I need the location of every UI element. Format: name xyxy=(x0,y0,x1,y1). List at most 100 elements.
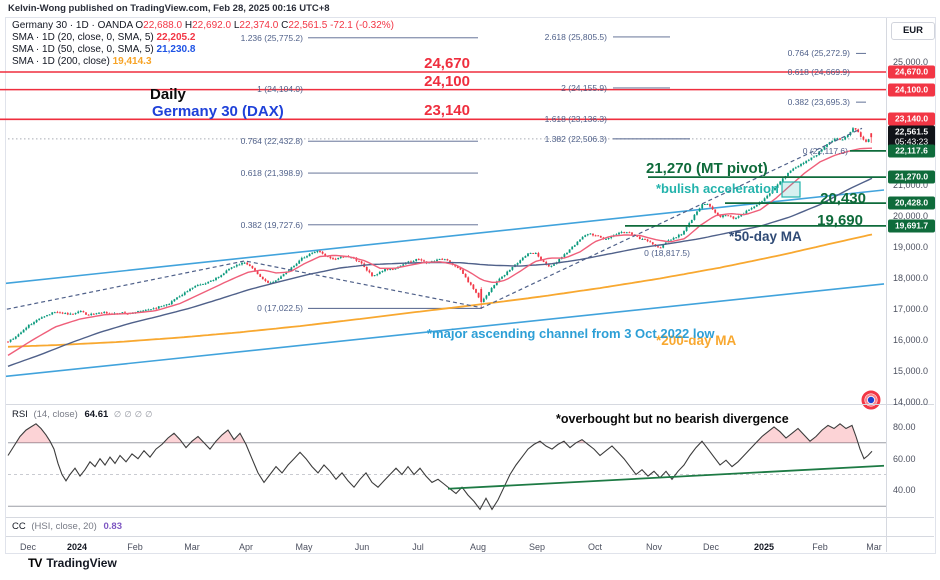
candle-body xyxy=(298,260,301,264)
price-tick: 19,000.0 xyxy=(893,242,929,253)
candle-body xyxy=(183,292,186,295)
candle-body xyxy=(410,261,412,263)
candle-body xyxy=(441,258,444,260)
cc-params: (HSI, close, 20) xyxy=(31,521,97,532)
time-tick: Dec xyxy=(19,542,37,552)
rsi-action-icon[interactable]: ∅ xyxy=(113,409,122,419)
candle-body xyxy=(477,292,480,298)
candle-body xyxy=(638,236,641,240)
candle-body xyxy=(675,237,678,239)
candle-body xyxy=(277,278,280,281)
candle-body xyxy=(511,266,514,270)
price-tick: 15,000.0 xyxy=(893,365,929,376)
price-tick: 25,000.0 xyxy=(893,56,929,67)
candle-body xyxy=(854,128,857,130)
candle-body xyxy=(672,237,675,240)
candle-body xyxy=(217,276,220,278)
time-tick: Jun xyxy=(354,542,370,552)
time-tick: 2024 xyxy=(66,542,88,552)
candle-body xyxy=(870,133,873,138)
sma200-label: SMA · 1D (200, close) xyxy=(12,56,110,67)
sma50-legend[interactable]: SMA · 1D (50, close, 0, SMA, 5) 21,230.8 xyxy=(12,44,195,55)
candle-body xyxy=(220,275,223,277)
candle-body xyxy=(225,270,228,274)
candle-body xyxy=(339,256,342,258)
time-tick: Mar xyxy=(866,542,882,552)
time-tick: Jul xyxy=(412,542,424,552)
target-icon xyxy=(861,390,881,410)
candle-body xyxy=(209,280,212,282)
tradingview-logo[interactable]: TV TradingView xyxy=(28,556,117,570)
price-badge: 24,670.0 xyxy=(888,65,935,79)
candle-body xyxy=(631,232,633,235)
time-tick: Mar xyxy=(184,542,200,552)
sma200-value: 19,414.3 xyxy=(112,56,152,67)
candle-body xyxy=(732,216,735,219)
candle-body xyxy=(729,215,732,217)
sma200-legend[interactable]: SMA · 1D (200, close) 19,414.3 xyxy=(12,56,152,67)
dax-label: Germany 30 (DAX) xyxy=(152,103,284,120)
candle-body xyxy=(831,140,834,143)
rsi-action-icon[interactable]: ∅ xyxy=(134,409,143,419)
candle-body xyxy=(852,128,854,132)
candle-body xyxy=(706,203,709,205)
candle-body xyxy=(40,317,43,319)
candle-body xyxy=(264,279,267,281)
rsi-note: *overbought but no bearish divergence xyxy=(556,412,789,426)
candle-body xyxy=(103,311,106,313)
open-letter: O xyxy=(135,20,144,31)
candle-body xyxy=(173,299,176,302)
time-tick: Oct xyxy=(587,542,603,552)
symbol-legend[interactable]: Germany 30 · 1D · OANDA O22,688.0 H22,69… xyxy=(12,20,394,31)
candle-body xyxy=(571,246,574,250)
candle-body xyxy=(282,274,285,277)
price-badge: 19,691.7 xyxy=(888,219,935,233)
support-label: 20,430 xyxy=(820,190,866,208)
channel-note: *major ascending channel from 3 Oct 2022… xyxy=(427,326,715,341)
candle-body xyxy=(826,144,828,147)
candle-body xyxy=(186,291,189,293)
candle-body xyxy=(753,206,756,209)
candle-body xyxy=(360,261,363,264)
rsi-legend[interactable]: RSI (14, close) 64.61 ∅ ∅ ∅ ∅ xyxy=(12,409,153,420)
candle-body xyxy=(233,266,236,268)
pane-separator[interactable] xyxy=(6,517,934,518)
candle-body xyxy=(72,313,74,315)
rsi-overbought-fill xyxy=(163,433,183,443)
candle-body xyxy=(703,204,706,206)
low-value: 22,374.0 xyxy=(239,20,279,31)
rsi-action-icon[interactable]: ∅ xyxy=(145,409,153,419)
support-label: 19,690 xyxy=(817,211,863,229)
candle-body xyxy=(100,312,103,314)
currency-button[interactable]: EUR xyxy=(891,22,935,40)
candle-body xyxy=(95,313,98,315)
rsi-title: RSI xyxy=(12,409,28,420)
price-axis-border xyxy=(886,18,887,552)
cc-legend[interactable]: CC (HSI, close, 20) 0.83 xyxy=(12,521,122,532)
candle-body xyxy=(155,308,158,310)
low-letter: L xyxy=(233,20,240,31)
candle-body xyxy=(144,309,147,311)
candle-body xyxy=(228,268,230,271)
rsi-action-icon[interactable]: ∅ xyxy=(124,409,132,419)
candle-body xyxy=(823,146,826,150)
pane-separator[interactable] xyxy=(6,404,934,405)
candle-body xyxy=(737,216,740,218)
rsi-overbought-fill xyxy=(190,436,204,443)
candle-body xyxy=(797,165,800,168)
candle-body xyxy=(589,233,592,235)
candle-body xyxy=(98,312,100,314)
candle-body xyxy=(85,312,87,315)
sma20-legend[interactable]: SMA · 1D (20, close, 0, SMA, 5) 22,205.2 xyxy=(12,32,195,43)
price-badge: 23,140.0 xyxy=(888,112,935,126)
candle-body xyxy=(646,239,649,242)
candle-body xyxy=(722,215,724,218)
candle-body xyxy=(527,253,529,257)
candle-body xyxy=(755,204,758,207)
candle-body xyxy=(14,336,17,339)
candle-body xyxy=(254,268,256,272)
rsi-tick: 60.00 xyxy=(893,453,916,464)
candle-body xyxy=(181,294,184,297)
candle-body xyxy=(285,271,288,275)
